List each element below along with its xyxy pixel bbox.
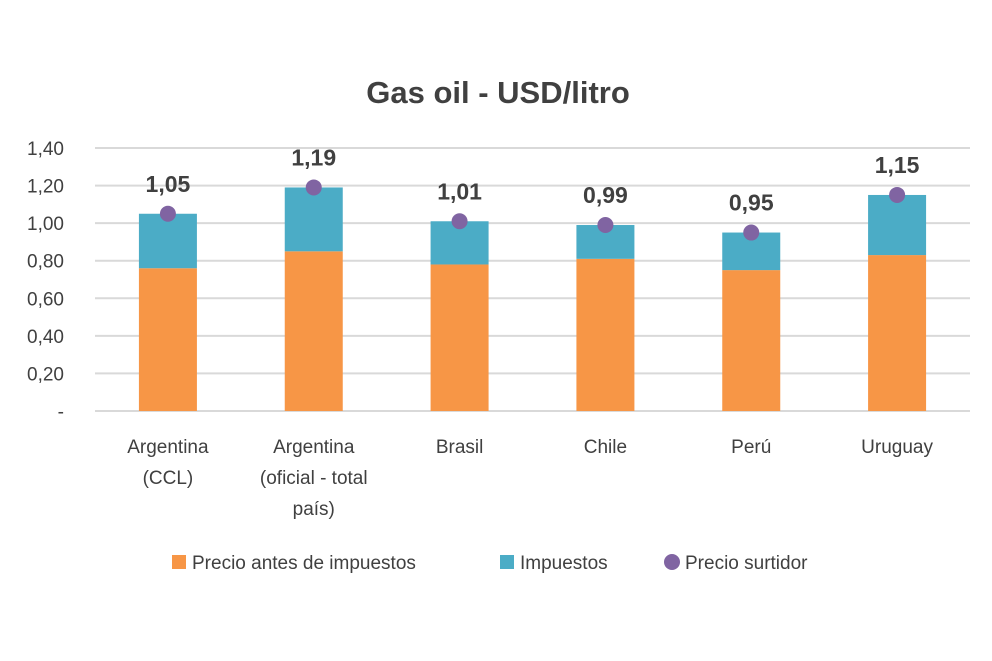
category-label: Uruguay: [861, 437, 933, 458]
legend-label: Precio antes de impuestos: [192, 553, 416, 574]
bar-precio-antes-de-impuestos: [868, 255, 927, 411]
bar-precio-antes-de-impuestos: [138, 268, 197, 411]
legend-swatch: [500, 555, 514, 569]
bar-precio-antes-de-impuestos: [722, 270, 781, 411]
legend-label: Precio surtidor: [685, 553, 808, 574]
chart-title: Gas oil - USD/litro: [366, 75, 630, 110]
y-tick-label: -: [58, 402, 64, 423]
y-tick-label: 1,40: [27, 139, 64, 160]
category-label: (oficial - total: [260, 468, 368, 489]
bar-precio-antes-de-impuestos: [284, 251, 343, 411]
data-label: 1,19: [291, 144, 336, 170]
legend-swatch: [172, 555, 186, 569]
bar-impuestos: [138, 213, 197, 269]
point-precio-surtidor: [597, 217, 614, 234]
category-label: Argentina: [273, 437, 355, 458]
category-label: (CCL): [143, 468, 194, 489]
data-label: 1,05: [146, 171, 191, 197]
legend-marker: [664, 554, 680, 570]
category-label: país): [293, 499, 335, 520]
bar-precio-antes-de-impuestos: [576, 258, 635, 411]
y-tick-label: 0,60: [27, 289, 64, 310]
category-label: Chile: [584, 437, 627, 458]
y-tick-label: 1,00: [27, 214, 64, 235]
legend-label: Impuestos: [520, 553, 608, 574]
bar-precio-antes-de-impuestos: [430, 264, 489, 411]
point-precio-surtidor: [451, 213, 468, 230]
point-precio-surtidor: [743, 224, 760, 241]
data-label: 1,15: [875, 152, 920, 178]
y-tick-label: 0,40: [27, 327, 64, 348]
point-precio-surtidor: [159, 205, 176, 222]
bar-impuestos: [284, 187, 343, 252]
category-label: Brasil: [436, 437, 484, 458]
y-tick-label: 0,20: [27, 364, 64, 385]
data-label: 1,01: [437, 178, 482, 204]
point-precio-surtidor: [305, 179, 322, 196]
point-precio-surtidor: [889, 186, 906, 203]
category-label: Perú: [731, 437, 771, 458]
y-tick-label: 1,20: [27, 177, 64, 198]
category-label: Argentina: [127, 437, 209, 458]
y-tick-label: 0,80: [27, 252, 64, 273]
data-label: 0,95: [729, 190, 774, 216]
data-label: 0,99: [583, 182, 628, 208]
bar-impuestos: [868, 194, 927, 256]
